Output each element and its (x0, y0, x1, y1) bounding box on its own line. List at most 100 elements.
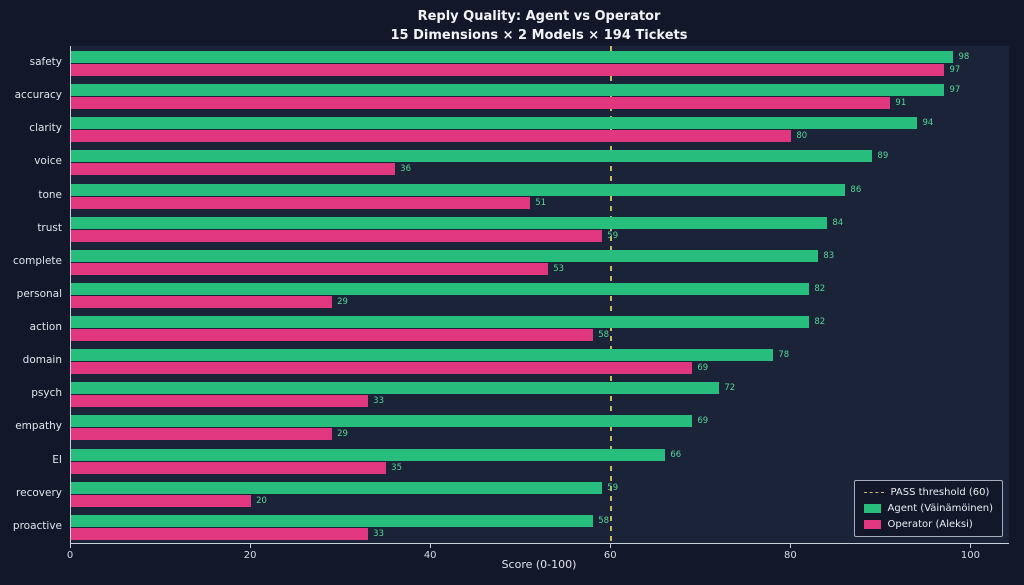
value-label-agent-trust: 84 (832, 217, 844, 228)
y-tick-label-safety: safety (29, 56, 62, 68)
value-label-agent-personal: 82 (814, 283, 826, 294)
bar-group-domain: 78 69 (71, 344, 1009, 377)
x-tick-40 (430, 544, 432, 548)
value-label-operator-clarity: 80 (796, 131, 808, 142)
agent-color-swatch (863, 504, 881, 513)
bar-operator-tone (71, 196, 531, 209)
y-tick-label-tone: tone (38, 188, 62, 201)
bar-group-EI: 66 35 (71, 444, 1009, 477)
value-label-agent-empathy: 69 (697, 416, 709, 427)
value-label-operator-proactive: 33 (373, 528, 384, 539)
value-label-agent-recovery: 59 (607, 482, 619, 493)
bar-agent-action (71, 316, 810, 329)
bar-operator-EI (71, 461, 387, 474)
x-axis: 0 20 40 60 80 100 (67, 544, 1008, 566)
bar-operator-domain (71, 362, 693, 375)
y-tick-label-EI: EI (52, 453, 62, 466)
value-label-agent-safety: 98 (958, 52, 970, 62)
bar-agent-safety (71, 51, 954, 63)
bar-operator-clarity (71, 130, 792, 143)
bar-group-safety: 98 97 (71, 46, 1009, 79)
value-label-agent-voice: 89 (877, 151, 889, 162)
chart-subtitle: 15 Dimensions × 2 Models × 194 Tickets (390, 27, 688, 43)
threshold-line-swatch (863, 492, 884, 493)
value-label-operator-complete: 53 (553, 263, 565, 274)
y-tick-label-recovery: recovery (16, 486, 62, 499)
bar-agent-domain (71, 349, 774, 362)
legend-item-threshold: PASS threshold (60) (863, 487, 993, 498)
y-tick-label-empathy: empathy (15, 420, 62, 433)
x-tick-label-40: 40 (423, 550, 437, 561)
bar-group-proactive: 58 33 (71, 510, 1009, 543)
bar-agent-accuracy (71, 84, 945, 97)
bar-agent-clarity (71, 117, 918, 130)
value-label-operator-psych: 33 (373, 396, 384, 407)
bar-agent-psych (71, 382, 720, 395)
x-tick-20 (250, 544, 252, 548)
bar-agent-EI (71, 448, 666, 461)
bar-agent-recovery (71, 481, 603, 494)
bar-agent-trust (71, 216, 828, 229)
value-label-operator-accuracy: 91 (895, 98, 907, 109)
y-axis-labels: safety accuracy clarity voice tone trust compl… (0, 46, 62, 543)
bar-operator-recovery (71, 494, 252, 507)
value-label-agent-complete: 83 (823, 250, 835, 261)
y-tick-label-clarity: clarity (29, 122, 62, 135)
x-tick-label-60: 60 (603, 550, 617, 561)
bar-agent-voice (71, 150, 873, 163)
bar-operator-empathy (71, 428, 333, 441)
bar-operator-safety (71, 64, 945, 76)
bar-operator-accuracy (71, 97, 891, 110)
bar-operator-personal (71, 295, 333, 308)
value-label-agent-action: 82 (814, 317, 826, 328)
value-label-agent-tone: 86 (850, 184, 862, 195)
value-label-agent-domain: 78 (778, 350, 790, 361)
y-tick-label-voice: voice (34, 155, 62, 168)
bar-group-clarity: 94 80 (71, 112, 1009, 145)
legend-operator-label: Operator (Aleksi) (887, 519, 973, 530)
legend: PASS threshold (60) Agent (Väinämöinen) … (853, 480, 1003, 537)
bar-agent-proactive (71, 514, 594, 527)
x-tick-label-100: 100 (960, 550, 981, 561)
y-tick-label-trust: trust (37, 221, 62, 234)
bar-group-personal: 82 29 (71, 278, 1009, 311)
bar-group-tone: 86 51 (71, 179, 1009, 212)
y-tick-label-complete: complete (12, 254, 62, 267)
operator-color-swatch (863, 520, 881, 529)
bar-operator-voice (71, 163, 396, 176)
y-tick-label-accuracy: accuracy (14, 89, 62, 102)
bar-operator-trust (71, 229, 603, 242)
x-tick-label-80: 80 (784, 550, 797, 561)
x-tick-label-0: 0 (66, 550, 74, 561)
value-label-operator-EI: 35 (391, 462, 402, 473)
bar-agent-tone (71, 183, 846, 196)
bar-group-recovery: 59 20 (71, 477, 1009, 510)
legend-agent-label: Agent (Väinämöinen) (887, 503, 993, 514)
bar-group-voice: 89 36 (71, 145, 1009, 178)
bar-group-trust: 84 59 (71, 212, 1009, 245)
value-label-operator-empathy: 29 (337, 429, 348, 440)
y-tick-label-personal: personal (16, 287, 62, 300)
value-label-agent-EI: 66 (670, 449, 682, 460)
x-axis-label: Score (0-100) (501, 558, 577, 571)
bar-agent-empathy (71, 415, 693, 428)
bar-operator-psych (71, 395, 369, 408)
x-tick-0 (70, 544, 71, 548)
value-label-operator-voice: 36 (400, 164, 411, 175)
bar-operator-proactive (71, 527, 369, 540)
y-tick-label-action: action (29, 321, 62, 334)
bar-operator-complete (71, 262, 549, 275)
x-tick-100 (970, 544, 972, 548)
y-tick-label-proactive: proactive (12, 519, 62, 532)
legend-threshold-label: PASS threshold (60) (890, 487, 990, 498)
x-tick-60 (610, 544, 612, 548)
legend-item-operator: Operator (Aleksi) (863, 519, 993, 530)
value-label-operator-domain: 69 (697, 363, 709, 374)
bar-group-complete: 83 53 (71, 245, 1009, 278)
bar-group-accuracy: 97 91 (71, 79, 1009, 112)
legend-item-agent: Agent (Väinämöinen) (863, 503, 993, 514)
value-label-operator-trust: 59 (607, 230, 619, 241)
bar-agent-complete (71, 249, 819, 262)
x-tick-80 (790, 544, 792, 548)
value-label-operator-personal: 29 (337, 296, 348, 307)
